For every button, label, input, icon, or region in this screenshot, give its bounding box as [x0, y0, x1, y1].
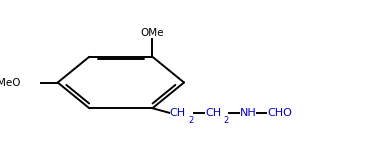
Text: 2: 2 — [223, 116, 228, 125]
Text: CH: CH — [205, 108, 221, 118]
Text: OMe: OMe — [141, 28, 164, 38]
Text: CH: CH — [170, 108, 186, 118]
Text: MeO: MeO — [0, 78, 21, 87]
Text: 2: 2 — [188, 116, 193, 125]
Text: NH: NH — [240, 108, 257, 118]
Text: CHO: CHO — [267, 108, 292, 118]
